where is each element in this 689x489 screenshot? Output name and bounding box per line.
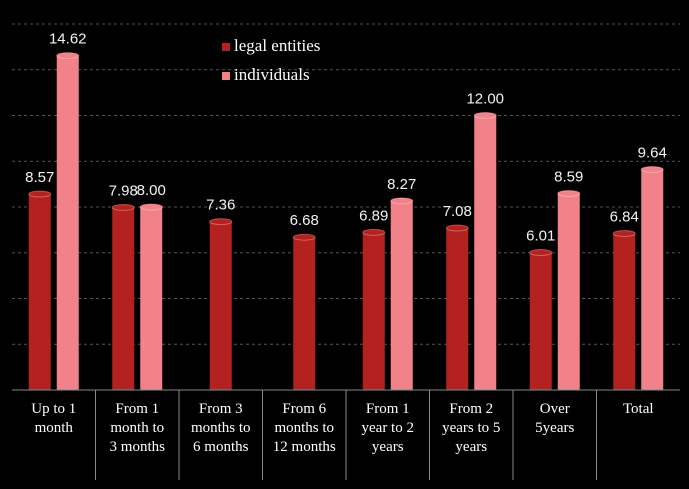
bar-cap — [390, 197, 414, 205]
bar — [209, 221, 232, 390]
bar-cap — [292, 233, 316, 241]
x-tick-label: Total — [623, 401, 654, 417]
bar — [446, 228, 469, 390]
bar — [28, 193, 51, 390]
legend-label: legal entities — [234, 36, 320, 55]
x-tick-label: From 3 months to 6 months — [191, 401, 251, 455]
legend-label: individuals — [234, 65, 310, 84]
data-label: 8.00 — [137, 182, 166, 199]
bar — [529, 252, 552, 390]
bar-cap — [529, 249, 553, 257]
bar-cap — [557, 190, 581, 198]
data-label: 6.89 — [359, 207, 388, 224]
bar-cap — [445, 224, 469, 232]
bar — [390, 200, 413, 390]
legend-swatch — [222, 43, 230, 51]
bar — [557, 193, 580, 390]
bar-cap — [111, 203, 135, 211]
x-tick-label: From 2 years to 5 years — [442, 401, 500, 455]
x-tick-label: From 1 month to 3 months — [110, 401, 166, 455]
bar-cap — [209, 218, 233, 226]
data-label: 9.64 — [638, 144, 667, 161]
x-tick-label: From 6 months to 12 months — [273, 401, 336, 455]
data-label: 6.68 — [290, 212, 319, 229]
bar-cap — [28, 190, 52, 198]
data-label: 8.27 — [387, 176, 416, 193]
x-tick-label: Over 5years — [535, 401, 574, 436]
data-label: 7.08 — [443, 203, 472, 220]
legend-swatch — [222, 72, 230, 80]
bar — [293, 237, 316, 390]
data-label: 8.59 — [554, 168, 583, 185]
bar — [613, 233, 636, 390]
x-tick-label: From 1 year to 2 years — [362, 401, 414, 455]
bar-cap — [139, 203, 163, 211]
bar — [641, 169, 664, 390]
bar-cap — [640, 165, 664, 173]
data-label: 6.01 — [526, 227, 555, 244]
bar — [56, 55, 79, 390]
bar-cap — [362, 228, 386, 236]
bar-cap — [612, 230, 636, 238]
bar — [112, 207, 135, 390]
bar — [140, 207, 163, 390]
bar — [474, 115, 497, 390]
data-label: 12.00 — [466, 90, 504, 107]
data-label: 7.98 — [109, 182, 138, 199]
data-label: 8.57 — [25, 169, 54, 186]
bar — [362, 232, 385, 390]
data-label: 14.62 — [49, 31, 87, 48]
bar-cap — [473, 112, 497, 119]
x-tick-label: Up to 1 month — [31, 401, 76, 436]
bar-cap — [56, 52, 80, 60]
data-label: 6.84 — [610, 209, 639, 226]
data-label: 7.36 — [206, 197, 235, 214]
